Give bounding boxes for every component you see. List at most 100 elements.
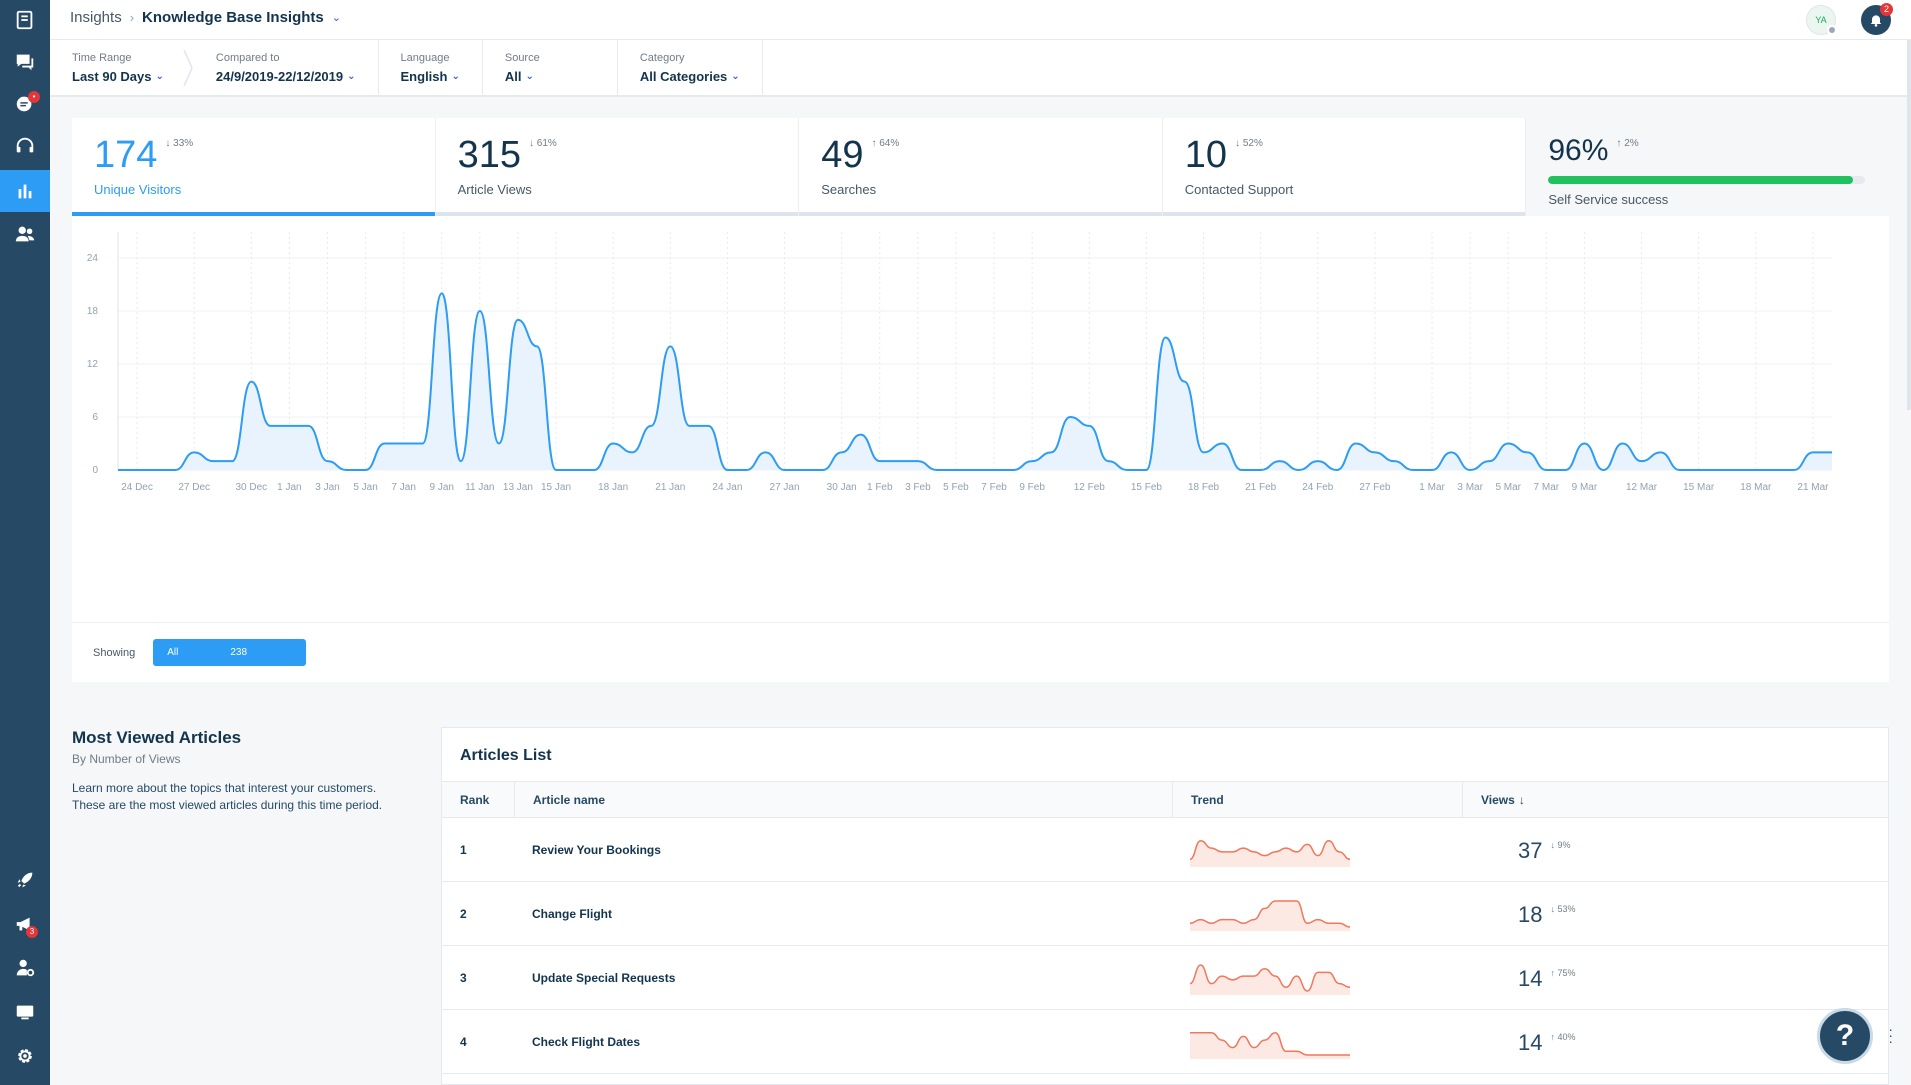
metric-delta: ↑ 2% [1616,138,1639,149]
metric-underline [72,212,435,216]
contacts-nav-button[interactable] [0,214,50,254]
page-switcher-chevron-down-icon[interactable]: ⌄ [331,12,341,24]
presence-status-dot [1827,25,1837,35]
row-article-name[interactable]: Change Flight [532,906,612,921]
question-mark-icon: ? [1835,1019,1855,1052]
metric-card-contacted-support[interactable]: 10 ↓ 52% Contacted Support [1162,118,1527,216]
row-rank: 2 [460,906,467,921]
row-rank: 1 [460,842,467,857]
row-article-name[interactable]: Review Your Bookings [532,842,661,857]
metric-label: Unique Visitors [94,182,182,197]
x-tick-label: 27 Dec [178,482,210,493]
sparkline-area [1190,1032,1350,1059]
metric-card-article-views[interactable]: 315 ↓ 61% Article Views [435,118,800,216]
x-tick-label: 3 Jan [315,482,339,493]
category-chevron-down-icon: ⌄ [731,71,740,82]
table-row[interactable]: 4 Check Flight Dates 14 ↑ 40% [442,1010,1888,1074]
articles-list-panel: Articles List Rank Article name Trend Vi… [441,727,1889,1085]
row-article-name[interactable]: Update Special Requests [532,970,676,985]
x-tick-label: 9 Feb [1019,482,1045,493]
help-menu-dots-icon[interactable]: · · · [1888,1021,1893,1049]
rocket-icon [17,872,33,888]
row-rank: 3 [460,970,467,985]
user-settings-icon [16,959,35,977]
user-settings-nav-button[interactable] [0,948,50,988]
metric-label: Searches [821,182,877,197]
sparkline-area [1190,964,1350,995]
x-tick-label: 18 Jan [598,482,628,493]
metric-cards: 174 ↓ 33% Unique Visitors 315 ↓ 61% Articl… [72,118,1889,216]
scrollbar[interactable] [1907,40,1911,410]
conversations-nav-button[interactable] [0,42,50,82]
x-tick-label: 30 Dec [235,482,267,493]
row-article-name[interactable]: Check Flight Dates [532,1034,641,1049]
messaging-nav-button[interactable]: • [0,84,50,124]
row-views-delta: ↑ 75% [1550,968,1576,978]
row-trend-sparkline [1172,946,1462,1009]
showing-all-pill[interactable]: All 238 [153,639,307,666]
x-tick-label: 1 Feb [867,482,893,493]
x-tick-label: 21 Feb [1245,482,1277,493]
page-title: Knowledge Base Insights [142,9,324,26]
row-views: 14 ↑ 40% [1462,1010,1888,1073]
metric-card-searches[interactable]: 49 ↑ 64% Searches [799,118,1163,216]
metric-underline [799,212,1162,216]
sparkline [1190,963,1350,995]
visitors-area-chart: 0 6 12 18 24 24 Dec 27 Dec 30 Dec 1 Jan 3 Jan 5 Ja… [87,232,1832,493]
x-tick-label: 5 Feb [943,482,969,493]
sparkline [1190,1031,1350,1059]
solutions-nav-button[interactable] [0,0,50,40]
x-tick-label: 24 Dec [121,482,153,493]
x-tick-label: 5 Mar [1495,482,1521,493]
avatar[interactable]: YA [1806,5,1837,35]
x-tick-label: 24 Jan [712,482,742,493]
y-tick-label: 24 [87,253,99,264]
time-range-filter[interactable]: Time Range Last 90 Days ⌄ [50,40,194,97]
sidebar: • 3 [0,0,50,1085]
showing-pill-label: All [167,647,179,658]
book-icon [16,10,33,30]
compared-to-filter[interactable]: Compared to 24/9/2019-22/12/2019 ⌄ [194,40,379,97]
table-row[interactable]: 1 Review Your Bookings 37 ↓ 9% [442,818,1888,882]
language-filter[interactable]: Language English ⌄ [379,40,483,97]
row-views: 18 ↓ 53% [1462,882,1888,945]
table-row[interactable]: 2 Change Flight 18 ↓ 53% [442,882,1888,946]
sparkline-line [1190,963,1350,992]
row-trend-sparkline [1172,1010,1462,1073]
announcements-nav-button[interactable]: 3 [0,904,50,944]
section-title: Most Viewed Articles [72,728,242,747]
breadcrumb-separator-icon: › [129,10,135,25]
x-tick-label: 27 Feb [1359,482,1391,493]
x-tick-label: 3 Mar [1457,482,1483,493]
category-filter[interactable]: Category All Categories ⌄ [618,40,763,97]
announcements-badge: 3 [26,926,38,938]
compared-to-value: 24/9/2019-22/12/2019 [215,69,344,84]
notifications-button[interactable]: 2 [1861,3,1893,35]
compared-to-label: Compared to [215,52,280,64]
y-tick-label: 12 [87,359,99,370]
row-views-value: 14 [1518,1030,1543,1055]
views-column-header[interactable]: Views ↓ [1462,782,1888,817]
top-header: Insights › Knowledge Base Insights ⌄ YA … [50,0,1911,40]
x-tick-label: 1 Jan [277,482,301,493]
settings-nav-button[interactable] [0,1036,50,1076]
row-views-delta: ↓ 9% [1550,840,1571,850]
support-nav-button[interactable] [0,126,50,166]
gear-icon [18,1049,32,1063]
metric-card-unique-visitors[interactable]: 174 ↓ 33% Unique Visitors [72,118,436,216]
row-trend-sparkline [1172,882,1462,945]
onboarding-nav-button[interactable] [0,860,50,900]
help-button[interactable]: ? [1817,1008,1873,1064]
analytics-nav-button[interactable] [0,170,50,212]
article-name-column-header: Article name [514,782,1172,817]
chat-bubbles-icon [16,96,32,112]
bell-icon [1870,15,1882,27]
metric-label: Contacted Support [1184,182,1294,197]
language-label: Language [400,52,450,64]
table-row[interactable]: 3 Update Special Requests 14 ↑ 75% [442,946,1888,1010]
display-nav-button[interactable] [0,992,50,1032]
category-label: Category [639,52,685,64]
y-tick-label: 6 [92,412,98,423]
breadcrumb-root-link[interactable]: Insights [70,9,122,26]
source-filter[interactable]: Source All ⌄ [483,40,618,97]
